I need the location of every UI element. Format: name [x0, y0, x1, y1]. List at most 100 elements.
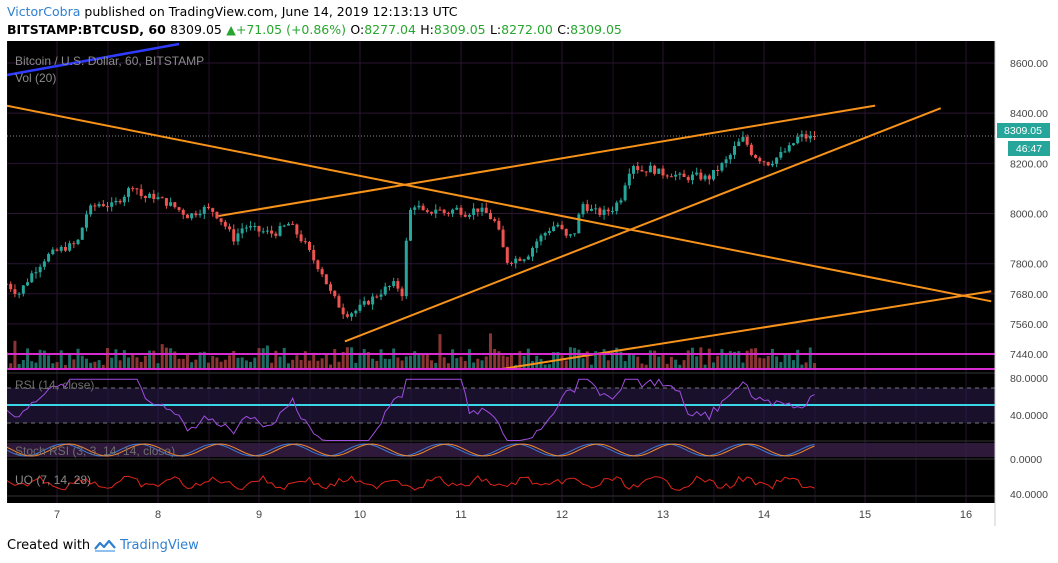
volume-bar [480, 360, 484, 369]
candle-body [766, 162, 770, 166]
volume-bar [51, 363, 55, 369]
countdown-badge-text: 46:47 [1016, 143, 1042, 155]
candle-body [484, 207, 488, 213]
volume-bar [68, 353, 72, 369]
candle-body [42, 261, 46, 267]
volume-bar [89, 362, 93, 369]
candle-body [93, 205, 97, 207]
candle-body [522, 259, 526, 261]
candle-body [383, 286, 387, 295]
candle-body [514, 258, 518, 264]
chart-svg[interactable]: 8600.00 8400.00 8200.00 8000.00 7800.00 7680.… [7, 41, 1054, 526]
volume-bar [358, 352, 362, 369]
volume-bar [59, 350, 63, 369]
candle-body [228, 226, 232, 230]
candle-body [657, 168, 661, 174]
volume-bar [354, 362, 358, 369]
rsi-line [7, 378, 815, 441]
publish-line: VictorCobra published on TradingView.com… [7, 4, 457, 19]
volume-bar [455, 358, 459, 369]
price-scale-background [995, 41, 1054, 526]
candle-body [278, 225, 282, 236]
volume-bar [177, 358, 181, 369]
volume-bar [236, 357, 240, 369]
author-link[interactable]: VictorCobra [7, 4, 81, 19]
candle-body [282, 225, 286, 227]
volume-bar [690, 347, 694, 369]
candle-body [640, 170, 644, 172]
volume-bar [813, 363, 816, 369]
candle-body [497, 220, 501, 230]
candle-body [219, 218, 223, 222]
candle-body [354, 310, 358, 314]
legend-vol: Vol (20) [15, 71, 56, 85]
volume-bar [333, 349, 337, 369]
volume-bar [249, 361, 253, 369]
candle-body [223, 221, 227, 227]
candle-body [770, 163, 774, 166]
volume-bar [379, 349, 383, 369]
volume-bar [371, 358, 375, 369]
x-tick-label: 11 [455, 509, 466, 521]
footer: Created with TradingView [7, 538, 199, 553]
close-label: C: [557, 22, 571, 37]
volume-bar [350, 347, 354, 369]
candle-body [712, 169, 715, 180]
volume-bar [286, 363, 290, 369]
candle-body [539, 235, 543, 242]
volume-bar [417, 353, 421, 369]
volume-bar [148, 350, 152, 369]
indicator-level-label: 80.0000 [1010, 373, 1048, 385]
candle-body [316, 260, 320, 270]
volume-bar [800, 364, 804, 369]
candle-body [375, 296, 379, 298]
volume-bar [47, 355, 51, 369]
volume-bar [535, 355, 539, 369]
candle-body [253, 225, 257, 227]
volume-bar [754, 348, 758, 369]
high-label: H: [420, 22, 434, 37]
candle-body [779, 152, 783, 158]
candle-body [152, 193, 156, 199]
volume-bar [505, 356, 509, 369]
candle-body [720, 163, 724, 171]
candle-body [632, 166, 636, 174]
volume-bar [648, 350, 652, 369]
created-with-text: Created with [7, 538, 91, 553]
candle-body [404, 240, 408, 297]
volume-bar [446, 363, 450, 369]
volume-bar [602, 349, 606, 369]
volume-bar [488, 333, 492, 369]
candle-body [76, 239, 80, 244]
volume-bar [522, 355, 526, 369]
candle-body [703, 175, 707, 180]
x-tick-label: 12 [556, 509, 568, 521]
volume-bar [42, 350, 46, 369]
candle-body [644, 171, 648, 173]
volume-bar [383, 358, 387, 369]
tradingview-link[interactable]: TradingView [120, 538, 199, 553]
volume-bar [72, 359, 76, 369]
candle-body [796, 136, 800, 144]
volume-bar [97, 360, 101, 369]
chart-area[interactable]: 8600.00 8400.00 8200.00 8000.00 7800.00 7680.… [7, 41, 1054, 526]
volume-bar [303, 351, 307, 369]
candle-body [585, 204, 589, 211]
legend-main: Bitcoin / U.S. Dollar, 60, BITSTAMP [15, 54, 204, 68]
candle-body [143, 196, 147, 199]
volume-bar [76, 348, 80, 369]
candle-body [265, 230, 269, 232]
candle-body [148, 193, 152, 199]
volume-bar [665, 363, 669, 369]
low-value: 8272.00 [501, 22, 553, 37]
candle-body [472, 208, 476, 215]
symbol-label: BITSTAMP:BTCUSD, 60 [7, 22, 166, 37]
volume-bar [674, 359, 678, 369]
volume-bar [766, 355, 770, 369]
volume-bar [526, 348, 530, 369]
candle-body [185, 214, 189, 219]
volume-bar [139, 361, 143, 369]
volume-bar [539, 358, 543, 369]
volume-bar [442, 357, 446, 369]
candle-body [324, 274, 328, 285]
